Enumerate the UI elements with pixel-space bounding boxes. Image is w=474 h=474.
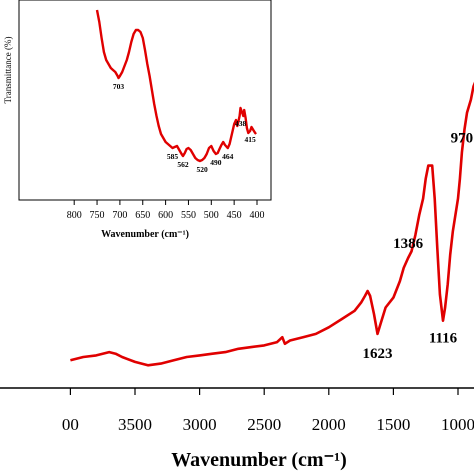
inset-peak-label: 562 [177,160,189,169]
main-x-tick-label: 2000 [312,415,346,434]
main-peak-label: 970 [451,130,474,146]
inset-x-tick-label: 600 [158,210,173,221]
inset-frame [18,0,272,201]
inset-y-axis-label: Transmittance (%) [3,37,13,104]
inset-chart: Transmittance (%) 800 750 700 650 600 550 500 4… [3,0,272,240]
main-x-tick-label: 2500 [247,415,281,434]
inset-peak-label: 415 [245,135,257,144]
inset-peak-label: 490 [210,158,222,167]
main-peak-label: 1623 [363,346,393,362]
main-x-tick-label: 3500 [118,415,152,434]
main-x-tick-label: 1500 [376,415,410,434]
inset-x-tick-label: 450 [227,210,242,221]
inset-x-tick-label: 800 [67,210,82,221]
inset-x-tick-label: 550 [181,210,196,221]
main-peak-label: 1116 [429,331,458,347]
inset-x-tick-label: 400 [250,210,265,221]
inset-x-tick-label: 650 [135,210,150,221]
main-x-axis-label: Wavenumber (cm⁻¹) [171,449,347,471]
main-x-ticks: 0035003000250020001500100050 [62,388,474,434]
inset-peak-label: 464 [222,152,234,161]
main-spectrum-chart: 0035003000250020001500100050 16231386111… [0,81,474,471]
inset-peak-label: 520 [197,165,209,174]
inset-x-tick-label: 500 [204,210,219,221]
inset-x-axis-label: Wavenumber (cm⁻¹) [101,229,189,240]
inset-x-tick-label: 700 [112,210,127,221]
main-peak-label: 1386 [393,236,424,252]
inset-x-tick-label: 750 [90,210,105,221]
inset-peak-label: 703 [113,82,125,91]
inset-series-line [95,9,257,163]
inset-x-ticks: 800 750 700 650 600 550 500 450 400 [67,200,265,221]
main-annotations: 16231386111697070 [363,130,474,362]
inset-peak-label: 585 [167,152,179,161]
main-x-tick-label: 00 [62,415,79,434]
inset-peak-label: 438 [235,119,247,128]
main-x-tick-label: 1000 [441,415,474,434]
main-x-tick-label: 3000 [183,415,217,434]
